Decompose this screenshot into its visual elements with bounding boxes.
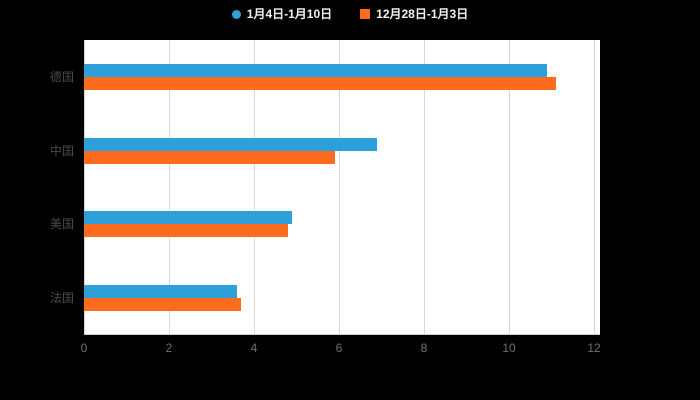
gridline	[424, 40, 425, 335]
x-tick-label: 12	[587, 341, 601, 355]
x-tick-label: 2	[165, 341, 173, 355]
bar-1月4日-1月10日-中国	[84, 137, 378, 151]
gridline	[169, 40, 170, 335]
bar-12月28日-1月3日-德国	[84, 76, 556, 90]
bar-1月4日-1月10日-美国	[84, 211, 293, 225]
legend-circle-marker-icon	[231, 9, 241, 19]
legend-label: 12月28日-1月3日	[376, 7, 469, 21]
plot-area	[84, 40, 600, 335]
bar-12月28日-1月3日-中国	[84, 150, 335, 164]
legend-item-12月28日-1月3日[interactable]: 12月28日-1月3日	[360, 7, 468, 21]
gridline	[339, 40, 340, 335]
y-category-label: 美国	[49, 217, 74, 232]
legend-label: 1月4日-1月10日	[246, 7, 333, 21]
x-tick-label: 10	[502, 341, 516, 355]
x-tick-label: 4	[250, 341, 258, 355]
x-axis-line	[84, 334, 600, 335]
legend-square-marker-icon	[360, 9, 371, 19]
gridline	[594, 40, 595, 335]
legend: 1月4日-1月10日 12月28日-1月3日	[0, 7, 700, 21]
bar-12月28日-1月3日-美国	[84, 224, 288, 238]
gridline	[84, 40, 85, 335]
y-category-label: 中国	[49, 143, 74, 158]
gridline	[254, 40, 255, 335]
legend-item-1月4日-1月10日[interactable]: 1月4日-1月10日	[231, 7, 333, 21]
x-tick-label: 8	[420, 341, 428, 355]
x-tick-label: 6	[335, 341, 343, 355]
bar-1月4日-1月10日-法国	[84, 285, 237, 299]
y-category-label: 德国	[49, 69, 74, 84]
x-tick-label: 0	[80, 341, 88, 355]
gridline	[509, 40, 510, 335]
bar-1月4日-1月10日-德国	[84, 63, 548, 77]
y-category-label: 法国	[49, 291, 74, 306]
bar-12月28日-1月3日-法国	[84, 298, 242, 312]
